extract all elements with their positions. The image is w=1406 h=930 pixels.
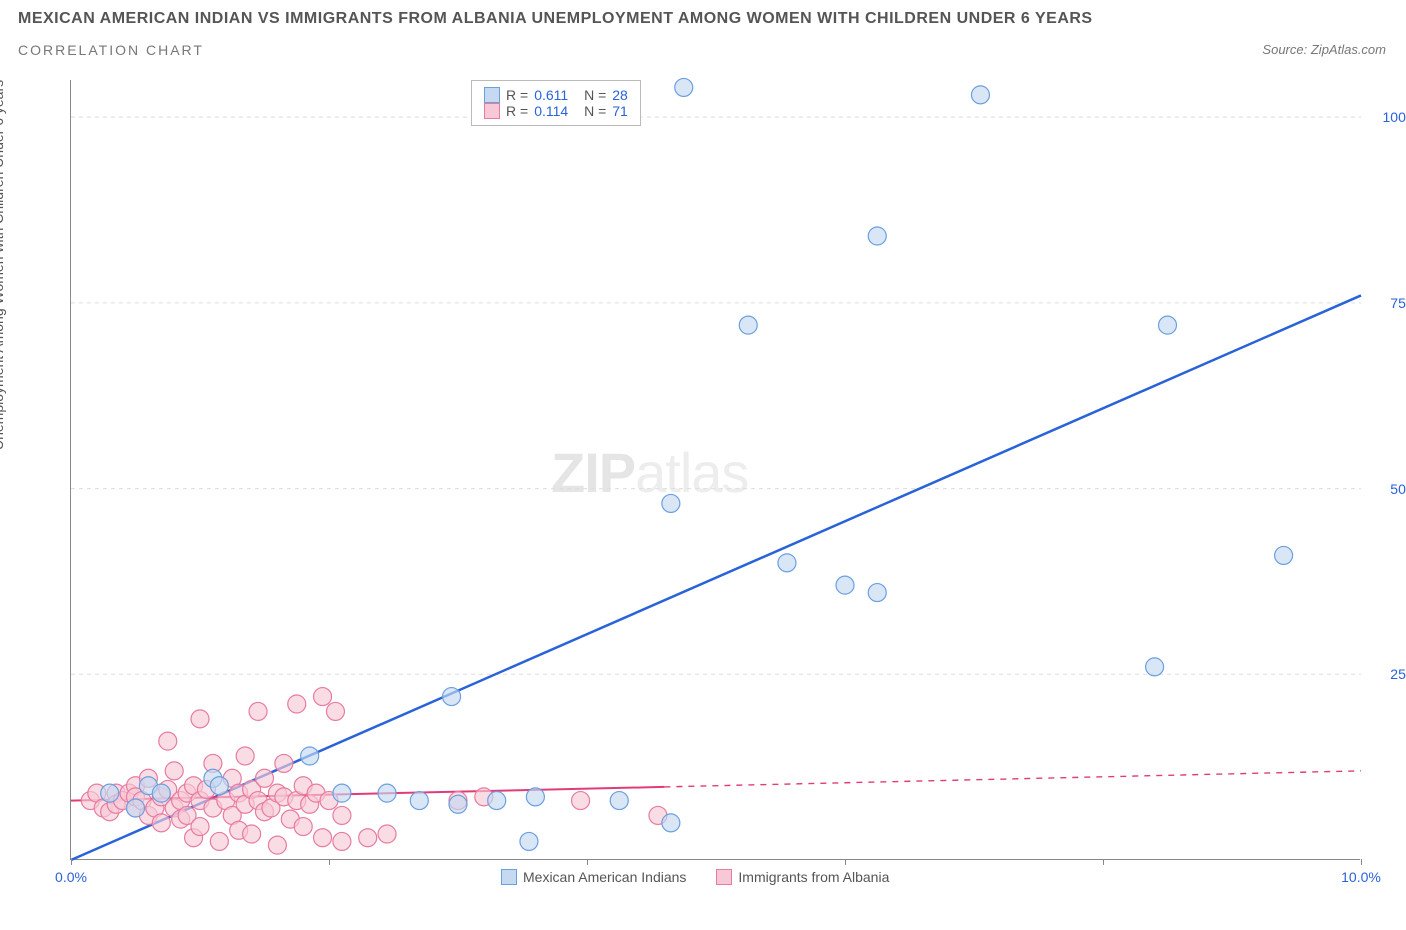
data-point xyxy=(314,829,332,847)
data-point xyxy=(410,792,428,810)
data-point xyxy=(778,554,796,572)
data-point xyxy=(301,747,319,765)
R-value-1: 0.611 xyxy=(534,87,568,103)
data-point xyxy=(268,836,286,854)
data-point xyxy=(333,832,351,850)
data-point xyxy=(868,584,886,602)
data-point xyxy=(378,825,396,843)
data-point xyxy=(378,784,396,802)
data-point xyxy=(191,710,209,728)
N-value-1: 28 xyxy=(612,87,628,103)
data-point xyxy=(314,688,332,706)
data-point xyxy=(1275,546,1293,564)
y-tick-label: 50.0% xyxy=(1390,481,1406,497)
chart-title: MEXICAN AMERICAN INDIAN VS IMMIGRANTS FR… xyxy=(18,10,1093,28)
chart-plot-area: ZIPatlas R = 0.611 N = 28 R = 0.114 N = … xyxy=(70,80,1360,860)
R-label: R = xyxy=(506,87,528,103)
data-point xyxy=(243,825,261,843)
R-label: R = xyxy=(506,103,528,119)
data-point xyxy=(526,788,544,806)
data-point xyxy=(210,777,228,795)
legend-row-series-2: R = 0.114 N = 71 xyxy=(484,103,628,119)
data-point xyxy=(191,818,209,836)
legend-item-1: Mexican American Indians xyxy=(501,869,686,885)
data-point xyxy=(159,732,177,750)
data-point xyxy=(836,576,854,594)
data-point xyxy=(152,814,170,832)
data-point xyxy=(236,747,254,765)
data-point xyxy=(101,784,119,802)
data-point xyxy=(1146,658,1164,676)
legend-item-2: Immigrants from Albania xyxy=(716,869,889,885)
data-point xyxy=(971,86,989,104)
legend-row-series-1: R = 0.611 N = 28 xyxy=(484,87,628,103)
data-point xyxy=(294,818,312,836)
legend-bottom-label-1: Mexican American Indians xyxy=(523,869,686,885)
data-point xyxy=(152,784,170,802)
data-point xyxy=(210,832,228,850)
legend-bottom-swatch-2 xyxy=(716,869,732,885)
legend-swatch-1 xyxy=(484,87,500,103)
data-point xyxy=(333,806,351,824)
y-axis-label: Unemployment Among Women with Children U… xyxy=(0,80,6,450)
y-tick-label: 25.0% xyxy=(1390,666,1406,682)
data-point xyxy=(326,702,344,720)
data-point xyxy=(662,814,680,832)
data-point xyxy=(675,78,693,96)
legend-bottom-swatch-1 xyxy=(501,869,517,885)
data-point xyxy=(275,754,293,772)
data-point xyxy=(249,702,267,720)
data-point xyxy=(443,688,461,706)
data-point xyxy=(165,762,183,780)
source-name: ZipAtlas.com xyxy=(1311,42,1386,57)
data-point xyxy=(333,784,351,802)
x-tick-label: 0.0% xyxy=(55,869,87,885)
source-label: Source: xyxy=(1262,42,1307,57)
R-value-2: 0.114 xyxy=(534,103,568,119)
data-point xyxy=(256,769,274,787)
data-point xyxy=(359,829,377,847)
series-legend: Mexican American Indians Immigrants from… xyxy=(501,869,889,885)
data-point xyxy=(488,792,506,810)
N-label: N = xyxy=(584,103,606,119)
correlation-legend: R = 0.611 N = 28 R = 0.114 N = 71 xyxy=(471,80,641,126)
data-point xyxy=(1159,316,1177,334)
source-attribution: Source: ZipAtlas.com xyxy=(1262,42,1386,57)
N-label: N = xyxy=(584,87,606,103)
data-point xyxy=(739,316,757,334)
y-tick-label: 100.0% xyxy=(1383,109,1406,125)
data-point xyxy=(288,695,306,713)
legend-bottom-label-2: Immigrants from Albania xyxy=(738,869,889,885)
N-value-2: 71 xyxy=(612,103,628,119)
data-point xyxy=(572,792,590,810)
y-tick-label: 75.0% xyxy=(1390,295,1406,311)
scatter-svg xyxy=(71,80,1360,859)
legend-swatch-2 xyxy=(484,103,500,119)
data-point xyxy=(449,795,467,813)
chart-subtitle: CORRELATION CHART xyxy=(18,42,204,58)
data-point xyxy=(520,832,538,850)
data-point xyxy=(662,494,680,512)
data-point xyxy=(127,799,145,817)
x-tick-label: 10.0% xyxy=(1341,869,1381,885)
data-point xyxy=(868,227,886,245)
data-point xyxy=(610,792,628,810)
